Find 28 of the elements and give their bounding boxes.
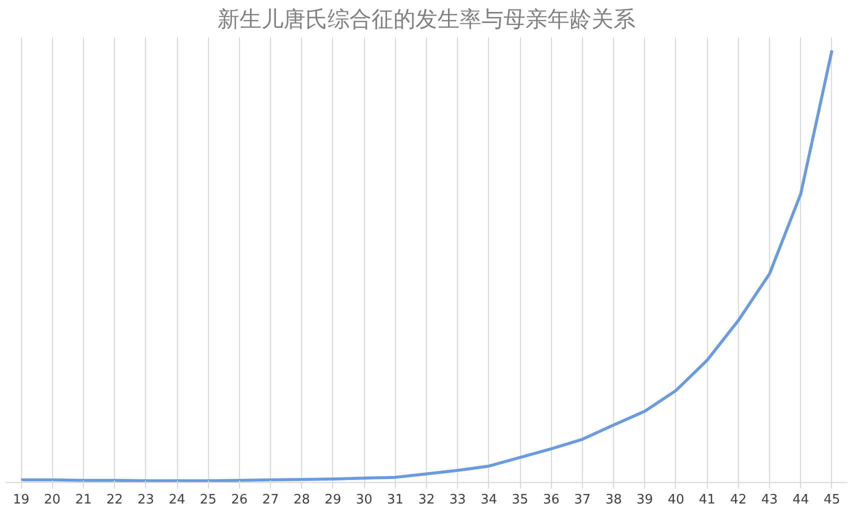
- x-tick-label: 34: [480, 492, 498, 506]
- x-tick-label: 20: [44, 492, 61, 506]
- x-tick-label: 32: [418, 492, 435, 506]
- x-tick-label: 33: [449, 492, 466, 506]
- x-tick-label: 44: [792, 492, 809, 506]
- x-tick-label: 22: [106, 492, 123, 506]
- x-tick-label: 38: [605, 492, 622, 506]
- x-tick-label: 45: [824, 492, 840, 506]
- x-tick-label: 30: [356, 492, 372, 506]
- x-tick-label: 19: [12, 492, 30, 506]
- x-tick-label: 24: [168, 492, 186, 506]
- x-tick-label: 43: [761, 492, 778, 506]
- x-tick-label: 26: [231, 492, 248, 506]
- chart-title: 新生儿唐氏综合征的发生率与母亲年龄关系: [218, 8, 636, 32]
- x-tick-label: 27: [262, 492, 279, 506]
- x-tick-label: 36: [542, 492, 560, 506]
- x-tick-label: 28: [293, 492, 310, 506]
- x-tick-label: 40: [668, 492, 684, 506]
- x-tick-label: 41: [698, 492, 716, 506]
- x-tick-label: 23: [138, 492, 154, 506]
- x-tick-label: 42: [730, 492, 747, 506]
- x-tick-label: 35: [512, 492, 528, 506]
- x-tick-label: 39: [636, 492, 654, 506]
- x-tick-label: 29: [324, 492, 342, 506]
- x-tick-label: 37: [574, 492, 591, 506]
- x-tick-label: 21: [75, 492, 92, 506]
- x-tick-label: 25: [200, 492, 216, 506]
- x-tick-label: 31: [387, 492, 404, 506]
